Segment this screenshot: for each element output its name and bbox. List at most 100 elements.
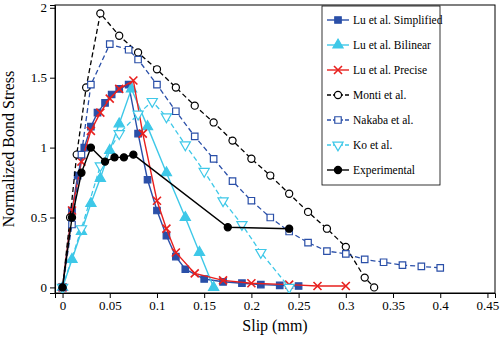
tick: 0.4: [433, 293, 450, 313]
point: [304, 208, 311, 215]
point: [78, 151, 84, 157]
point: [154, 81, 160, 87]
point: [57, 284, 67, 293]
legend-label: Lu et al. Precise: [353, 64, 427, 76]
point: [153, 66, 160, 73]
point: [324, 248, 330, 254]
point: [284, 284, 294, 293]
point: [59, 284, 65, 290]
legend-marker: [334, 91, 341, 98]
point: [219, 276, 227, 284]
point: [142, 121, 152, 130]
point: [182, 266, 188, 272]
plot-area: 00.050.10.150.20.250.30.350.40.4500.511.…: [31, 0, 500, 313]
point: [267, 172, 274, 179]
point: [342, 282, 350, 290]
point: [361, 274, 368, 281]
point: [76, 226, 86, 235]
tick-label: 1: [41, 140, 48, 155]
tick-label: 0.45: [477, 298, 500, 313]
point: [247, 279, 255, 287]
point: [101, 158, 108, 165]
point: [68, 214, 75, 221]
point: [125, 46, 131, 52]
legend-marker: [334, 66, 342, 74]
point: [194, 247, 204, 256]
point: [59, 284, 66, 291]
series-line: [63, 101, 290, 287]
point: [343, 251, 349, 257]
legend-label: Lu et al. Bilinear: [353, 39, 431, 51]
legend-item: Lu et al. Simplified: [327, 14, 443, 27]
point: [437, 265, 443, 271]
tick-label: 0.2: [244, 298, 260, 313]
point: [97, 10, 104, 17]
tick: 0.15: [193, 293, 216, 313]
tick-label: 0.5: [31, 210, 47, 225]
legend-label: Monti et al.: [353, 89, 406, 101]
tick-label: 0.35: [382, 298, 405, 313]
point: [67, 254, 77, 263]
series: [59, 76, 350, 291]
point: [180, 142, 190, 151]
tick-mark: [50, 8, 55, 9]
legend-marker: [333, 39, 343, 48]
point: [114, 118, 124, 127]
legend-marker: [333, 142, 343, 151]
point: [248, 197, 254, 203]
tick-label: 2: [41, 0, 48, 15]
series: [57, 99, 294, 293]
legend-box: [322, 6, 440, 185]
point: [130, 151, 137, 158]
point: [399, 262, 405, 268]
point: [139, 130, 147, 138]
chart: 00.050.10.150.20.250.30.350.40.4500.511.…: [0, 0, 500, 339]
point: [116, 86, 122, 92]
legend-marker: [335, 17, 341, 23]
series-line: [63, 80, 346, 287]
point: [313, 282, 321, 290]
point: [76, 226, 86, 235]
point: [192, 133, 198, 139]
point: [237, 222, 247, 231]
point: [115, 85, 123, 93]
legend-label: Ko et al.: [353, 139, 392, 151]
legend-label: Nakaba et al.: [353, 114, 413, 126]
tick: 0: [41, 280, 56, 295]
legend-marker: [334, 166, 341, 173]
point: [276, 282, 282, 288]
y-axis: 00.511.52: [31, 0, 56, 295]
point: [191, 102, 198, 109]
tick-label: 0: [60, 298, 67, 313]
x-axis: 00.050.10.150.20.250.30.350.40.45: [56, 293, 500, 313]
legend-label: Lu et al. Simplified: [353, 14, 443, 27]
point: [106, 95, 114, 103]
legend-item: Experimental: [327, 164, 415, 177]
point: [129, 76, 137, 84]
point: [258, 281, 264, 287]
tick: 0.05: [99, 293, 122, 313]
tick-label: 0.4: [433, 298, 450, 313]
point: [380, 259, 386, 265]
point: [133, 111, 143, 120]
point: [111, 154, 118, 161]
tick-label: 0: [41, 280, 48, 295]
point: [59, 283, 67, 291]
point: [418, 263, 424, 269]
point: [114, 131, 124, 140]
point: [267, 214, 273, 220]
point: [172, 84, 179, 91]
point: [161, 167, 171, 176]
point: [172, 248, 180, 256]
x-axis-title: Slip (mm): [242, 317, 307, 335]
plot-frame: [55, 5, 495, 293]
point: [210, 119, 217, 126]
point: [87, 144, 94, 151]
point: [162, 225, 170, 233]
tick-mark: [50, 287, 55, 288]
point: [361, 256, 367, 262]
series: [59, 144, 293, 291]
point: [135, 49, 142, 56]
point: [342, 243, 349, 250]
point: [87, 127, 95, 135]
